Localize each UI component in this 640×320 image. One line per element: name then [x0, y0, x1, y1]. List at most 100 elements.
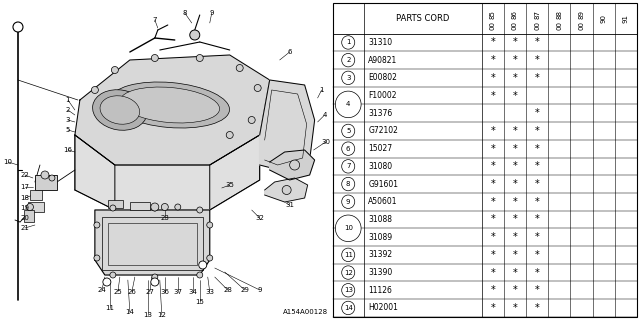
Text: G72102: G72102 — [369, 126, 398, 135]
Circle shape — [342, 266, 355, 279]
Text: 2: 2 — [346, 57, 351, 63]
Bar — [30, 190, 42, 200]
Text: *: * — [513, 144, 517, 154]
Bar — [108, 223, 196, 265]
Circle shape — [110, 205, 116, 211]
Polygon shape — [265, 178, 308, 202]
Circle shape — [248, 116, 255, 124]
Text: *: * — [535, 250, 540, 260]
Text: *: * — [535, 179, 540, 189]
Polygon shape — [260, 80, 315, 170]
Text: 28: 28 — [223, 287, 232, 293]
Text: *: * — [535, 285, 540, 295]
Text: *: * — [535, 214, 540, 224]
Text: *: * — [513, 179, 517, 189]
Text: *: * — [490, 197, 495, 207]
Polygon shape — [210, 135, 260, 210]
Text: *: * — [535, 232, 540, 242]
Text: 6: 6 — [346, 146, 351, 152]
Text: *: * — [513, 55, 517, 65]
Ellipse shape — [120, 87, 220, 123]
Text: 13: 13 — [143, 312, 152, 318]
Text: *: * — [490, 303, 495, 313]
Text: 11: 11 — [344, 252, 353, 258]
Bar — [130, 202, 150, 210]
Text: *: * — [535, 161, 540, 171]
Text: 1: 1 — [319, 87, 324, 93]
Text: 36: 36 — [160, 289, 170, 295]
Text: 25: 25 — [113, 289, 122, 295]
Text: 7: 7 — [152, 17, 157, 23]
Text: 00: 00 — [534, 21, 540, 30]
Text: *: * — [513, 303, 517, 313]
Text: *: * — [490, 126, 495, 136]
Circle shape — [335, 91, 361, 118]
Circle shape — [196, 54, 204, 61]
Circle shape — [342, 177, 355, 191]
Text: 11: 11 — [106, 305, 115, 311]
Text: *: * — [490, 55, 495, 65]
Text: 34: 34 — [188, 289, 197, 295]
Circle shape — [26, 204, 33, 211]
Text: *: * — [490, 285, 495, 295]
Text: 16: 16 — [63, 147, 72, 153]
Polygon shape — [95, 210, 210, 275]
Text: F10002: F10002 — [369, 91, 397, 100]
Polygon shape — [75, 135, 115, 210]
Text: 15027: 15027 — [369, 144, 392, 153]
Text: 90: 90 — [600, 14, 607, 23]
Text: 3: 3 — [66, 117, 70, 123]
Polygon shape — [75, 55, 269, 165]
Circle shape — [111, 67, 118, 74]
Text: 87: 87 — [534, 10, 540, 19]
Text: *: * — [513, 37, 517, 47]
Text: 9: 9 — [257, 287, 262, 293]
Text: 00: 00 — [579, 21, 584, 30]
Text: 15: 15 — [195, 299, 204, 305]
Text: *: * — [535, 73, 540, 83]
Text: 32: 32 — [255, 215, 264, 221]
Text: 5: 5 — [346, 128, 351, 134]
Text: 33: 33 — [205, 289, 214, 295]
Circle shape — [161, 204, 168, 211]
Text: 35: 35 — [225, 182, 234, 188]
Polygon shape — [269, 150, 315, 180]
Circle shape — [342, 36, 355, 49]
Text: E00802: E00802 — [369, 73, 397, 82]
Text: 10: 10 — [344, 225, 353, 231]
Circle shape — [151, 203, 159, 211]
Circle shape — [196, 207, 203, 213]
Text: 4: 4 — [323, 112, 327, 118]
Text: *: * — [513, 232, 517, 242]
Text: *: * — [490, 268, 495, 277]
Circle shape — [41, 171, 49, 179]
Ellipse shape — [110, 82, 230, 128]
Text: A50601: A50601 — [369, 197, 398, 206]
Text: 9: 9 — [346, 199, 351, 205]
Text: *: * — [513, 285, 517, 295]
Text: 31: 31 — [285, 202, 294, 208]
Bar — [35, 175, 57, 190]
Circle shape — [152, 274, 158, 280]
Circle shape — [94, 222, 100, 228]
Circle shape — [342, 124, 355, 138]
Text: *: * — [490, 161, 495, 171]
Text: *: * — [535, 108, 540, 118]
Text: *: * — [513, 250, 517, 260]
Text: *: * — [490, 144, 495, 154]
Circle shape — [110, 272, 116, 278]
Text: 89: 89 — [579, 10, 584, 19]
Text: 14: 14 — [125, 309, 134, 315]
Text: 20: 20 — [20, 215, 29, 221]
Circle shape — [342, 248, 355, 261]
Text: H02001: H02001 — [369, 303, 398, 312]
Circle shape — [207, 255, 212, 261]
Ellipse shape — [93, 90, 147, 130]
Text: 27: 27 — [145, 289, 154, 295]
Text: *: * — [513, 268, 517, 277]
Circle shape — [103, 278, 111, 286]
Text: *: * — [513, 73, 517, 83]
Text: 31376: 31376 — [369, 109, 393, 118]
Text: 14: 14 — [344, 305, 353, 311]
Circle shape — [190, 30, 200, 40]
